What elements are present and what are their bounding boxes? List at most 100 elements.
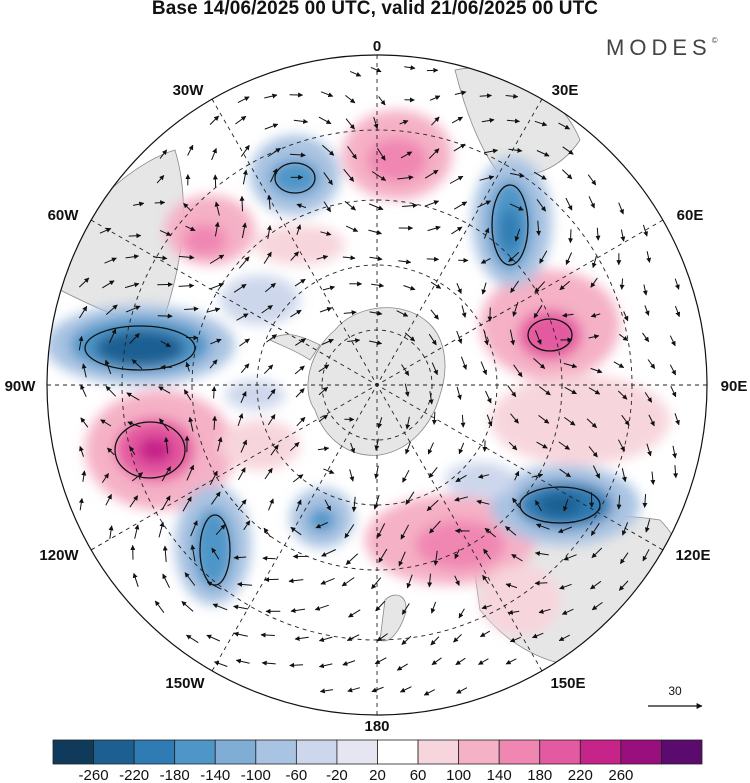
lon-label-180: 180 <box>364 718 389 735</box>
wind-arrow <box>184 572 196 586</box>
colorbar-tick-label: 220 <box>568 767 593 783</box>
wind-arrow <box>183 389 192 401</box>
wind-arrow <box>536 220 542 236</box>
wind-arrow <box>158 386 171 394</box>
wind-arrow <box>290 309 302 318</box>
wind-arrow <box>260 632 275 638</box>
anomaly-positive <box>490 375 670 465</box>
wind-arrow <box>669 364 677 376</box>
wind-arrow <box>267 147 281 157</box>
wind-arrow <box>480 258 491 264</box>
antarctica <box>307 307 446 456</box>
wind-arrow <box>261 660 276 666</box>
wind-arrow <box>403 285 416 291</box>
wind-arrow <box>214 221 220 237</box>
wind-arrow <box>424 169 439 179</box>
wind-arrow <box>591 256 597 269</box>
wind-arrow <box>369 256 383 262</box>
wind-arrow <box>591 547 603 559</box>
colorbar-tick-label: -260 <box>79 767 109 783</box>
wind-arrow <box>642 332 650 343</box>
wind-arrow <box>485 390 492 404</box>
wind-arrow <box>347 687 361 693</box>
colorbar-swatch <box>255 739 297 765</box>
colorbar-tick-label: -60 <box>286 767 308 783</box>
wind-arrow <box>289 662 304 668</box>
wind-arrow <box>100 419 112 427</box>
wind-arrow <box>206 307 221 313</box>
wind-arrow <box>648 414 655 427</box>
wind-arrow <box>559 583 572 590</box>
wind-arrow <box>374 465 380 479</box>
wind-vectors <box>78 65 681 696</box>
wind-arrow <box>370 66 382 73</box>
wind-arrow <box>613 361 625 369</box>
wind-arrow <box>209 282 225 290</box>
wind-arrow <box>237 499 247 511</box>
anomaly-negative <box>95 330 185 366</box>
wind-arrow <box>237 467 246 481</box>
lon-label-150w: 150W <box>165 675 205 692</box>
colorbar-tick-label: 100 <box>446 767 471 783</box>
anomaly-positive <box>220 420 300 470</box>
wind-arrow <box>78 305 88 319</box>
wind-arrow <box>127 421 141 428</box>
wind-arrow <box>672 445 677 459</box>
wind-arrow <box>534 580 548 586</box>
colorbar-tick-label: -220 <box>119 767 149 783</box>
wind-arrow <box>616 495 622 510</box>
wind-arrow <box>509 329 516 346</box>
wind-arrow <box>404 65 416 71</box>
wind-arrow <box>128 233 142 239</box>
wind-arrow <box>590 277 598 288</box>
wind-arrow <box>239 195 245 212</box>
colorbar-swatch <box>133 739 176 765</box>
wind-arrow <box>108 525 114 539</box>
wind-arrow <box>514 228 521 242</box>
wind-arrow <box>132 201 145 207</box>
brand-copyright-mark: © <box>711 36 718 45</box>
wind-arrow <box>322 285 336 291</box>
wind-arrow <box>186 464 195 481</box>
colorbar-tick-label: 60 <box>410 767 427 783</box>
wind-arrow <box>239 338 250 347</box>
wind-arrow <box>104 359 112 375</box>
anomaly-negative <box>270 160 320 196</box>
wind-arrow <box>565 197 573 211</box>
wind-arrow <box>159 229 172 236</box>
brand-text: MODES <box>606 35 712 60</box>
wind-arrow <box>642 494 648 508</box>
wind-arrow <box>129 446 136 455</box>
wind-arrow <box>270 168 278 183</box>
colorbar-swatch <box>52 739 94 765</box>
anomaly-positive <box>367 138 427 182</box>
wind-arrow <box>561 608 574 615</box>
wind-arrow <box>646 443 652 457</box>
wind-arrow <box>538 415 550 424</box>
wind-arrow <box>104 257 117 264</box>
colorbar-swatch <box>174 739 216 765</box>
colorbar-swatch <box>336 739 378 765</box>
wind-arrow <box>402 469 410 483</box>
wind-arrow <box>134 524 140 539</box>
wind-arrow <box>588 334 600 340</box>
wind-arrow <box>568 229 574 244</box>
wind-arrow <box>99 227 112 234</box>
wind-arrow <box>509 172 525 178</box>
wind-arrow <box>487 307 493 322</box>
wind-arrow <box>534 551 549 557</box>
wind-arrow <box>595 227 601 241</box>
wind-arrow <box>263 527 271 538</box>
wind-arrow <box>587 174 597 186</box>
wind-arrow <box>621 468 627 483</box>
wind-arrow <box>644 392 653 403</box>
wind-arrow <box>373 116 379 130</box>
wind-arrow <box>374 438 380 451</box>
wind-arrow <box>81 363 87 378</box>
wind-arrow <box>619 278 625 290</box>
wind-arrow <box>396 663 408 671</box>
wind-arrow <box>399 686 412 693</box>
wind-arrow <box>449 175 464 184</box>
reference-vector-label: 30 <box>668 684 682 698</box>
wind-arrow <box>620 229 626 242</box>
